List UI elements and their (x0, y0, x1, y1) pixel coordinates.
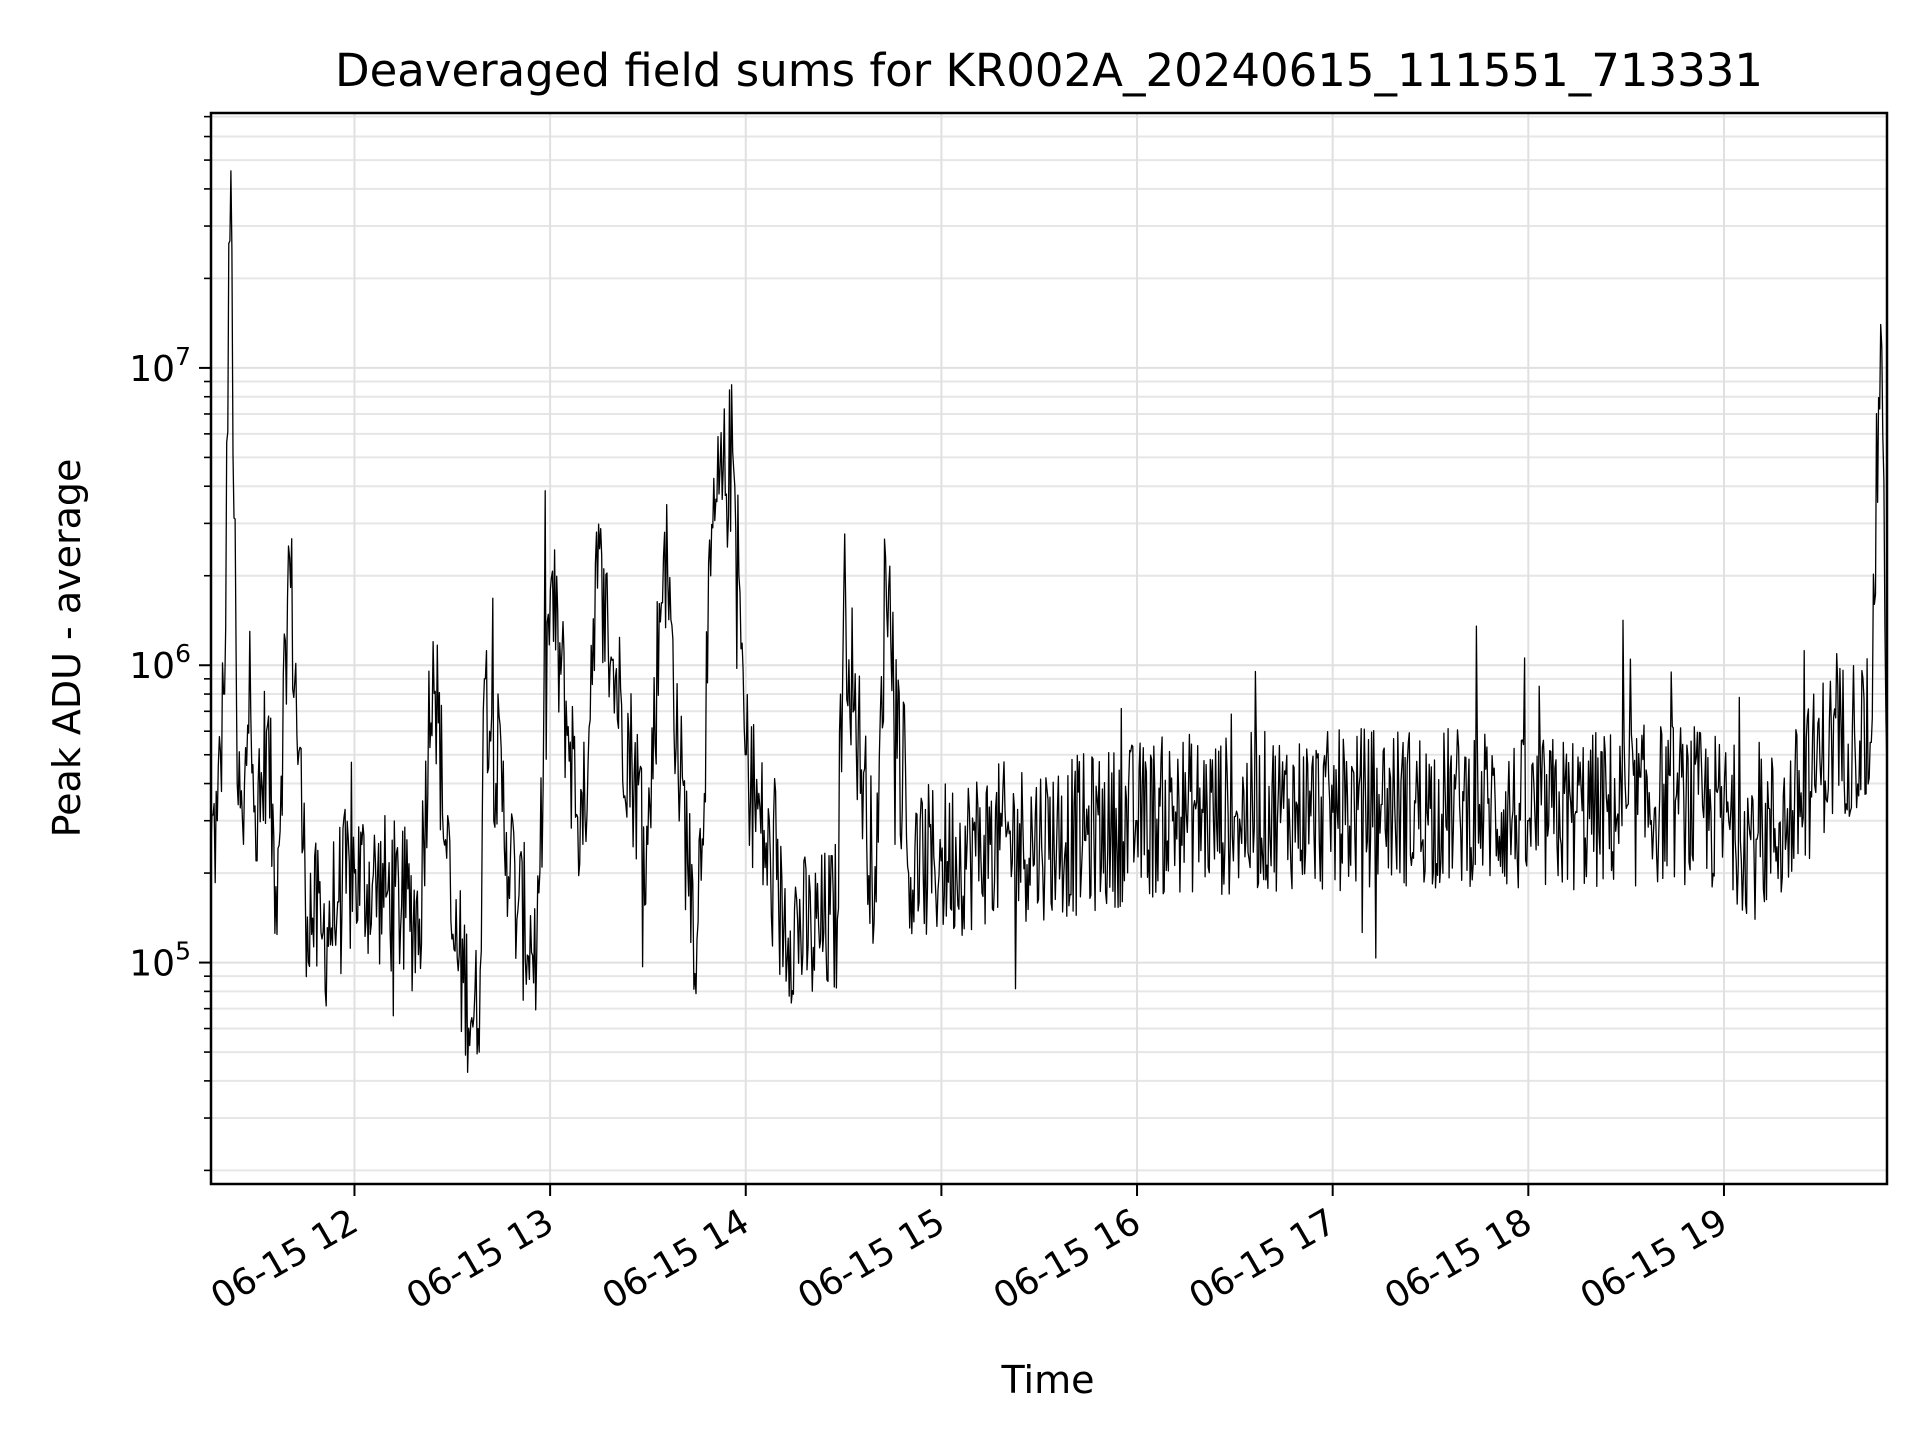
y-tick-label: 107 (129, 342, 191, 390)
y-tick-label: 105 (129, 937, 191, 985)
grid-major (211, 113, 1887, 1184)
y-tick-label: 106 (129, 639, 191, 687)
y-axis-label: Peak ADU - average (45, 459, 89, 838)
grid-minor (211, 115, 1887, 1172)
plot-frame (209, 111, 1889, 1186)
series-layer (210, 170, 1888, 1073)
series-line (210, 170, 1888, 1073)
x-axis-label: Time (1001, 1358, 1095, 1402)
chart-title: Deaveraged field sums for KR002A_2024061… (335, 44, 1763, 97)
